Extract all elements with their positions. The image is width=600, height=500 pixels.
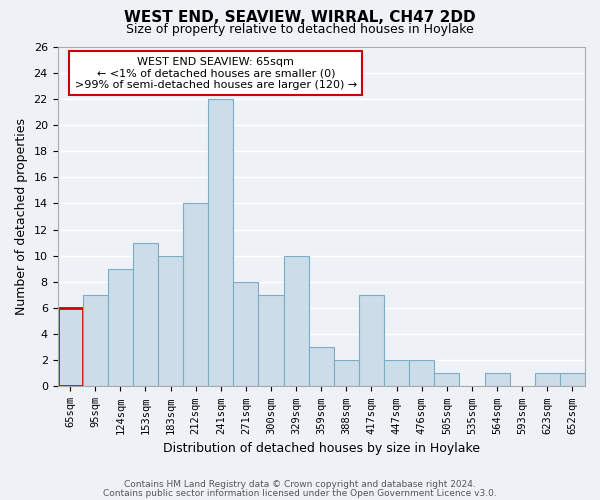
Bar: [359, 295, 384, 386]
Bar: [535, 374, 560, 386]
Text: WEST END SEAVIEW: 65sqm
← <1% of detached houses are smaller (0)
>99% of semi-de: WEST END SEAVIEW: 65sqm ← <1% of detache…: [74, 56, 357, 90]
Bar: [58, 308, 83, 386]
Bar: [334, 360, 359, 386]
Bar: [83, 295, 108, 386]
Bar: [108, 269, 133, 386]
Bar: [284, 256, 309, 386]
Bar: [434, 374, 460, 386]
Text: WEST END, SEAVIEW, WIRRAL, CH47 2DD: WEST END, SEAVIEW, WIRRAL, CH47 2DD: [124, 10, 476, 25]
Text: Size of property relative to detached houses in Hoylake: Size of property relative to detached ho…: [126, 22, 474, 36]
Bar: [133, 242, 158, 386]
Bar: [183, 204, 208, 386]
X-axis label: Distribution of detached houses by size in Hoylake: Distribution of detached houses by size …: [163, 442, 480, 455]
Bar: [560, 374, 585, 386]
Bar: [158, 256, 183, 386]
Bar: [485, 374, 509, 386]
Text: Contains public sector information licensed under the Open Government Licence v3: Contains public sector information licen…: [103, 488, 497, 498]
Bar: [309, 347, 334, 387]
Y-axis label: Number of detached properties: Number of detached properties: [15, 118, 28, 315]
Bar: [208, 99, 233, 386]
Bar: [259, 295, 284, 386]
Bar: [409, 360, 434, 386]
Text: Contains HM Land Registry data © Crown copyright and database right 2024.: Contains HM Land Registry data © Crown c…: [124, 480, 476, 489]
Bar: [384, 360, 409, 386]
Bar: [233, 282, 259, 387]
